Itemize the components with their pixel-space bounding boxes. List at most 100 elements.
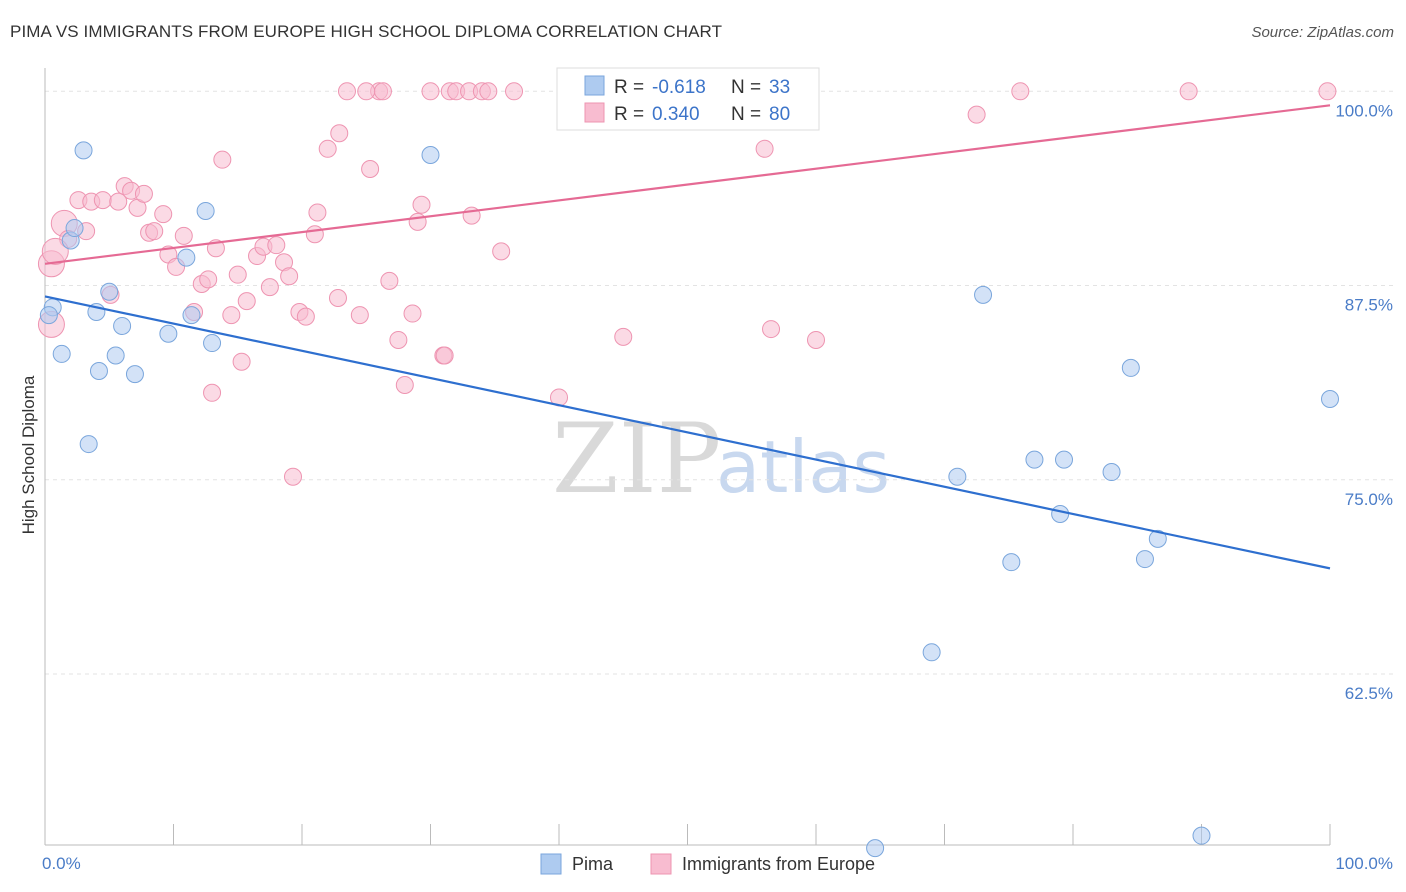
europe-point — [479, 82, 498, 101]
europe-point — [492, 242, 511, 261]
pima-trend-line — [44, 295, 1331, 570]
pima-point — [177, 248, 196, 267]
europe-point — [408, 212, 427, 231]
pima-point — [106, 346, 125, 365]
y-tick-label: 100.0% — [1335, 101, 1393, 120]
europe-point — [421, 82, 440, 101]
europe-point — [199, 270, 218, 289]
pima-point — [65, 219, 84, 238]
europe-point — [284, 467, 303, 486]
europe-point — [41, 237, 69, 265]
europe-point — [280, 267, 299, 286]
pima-point — [39, 306, 58, 325]
europe-point — [380, 271, 399, 290]
watermark-zip: ZIP — [552, 403, 721, 515]
legend-pima-r-value: -0.618 — [652, 77, 706, 98]
y-tick-labels: 62.5% 75.0% 87.5% 100.0% — [1335, 101, 1393, 703]
europe-point — [755, 139, 774, 158]
europe-point — [389, 330, 408, 349]
legend-europe-r-label: R = — [614, 104, 644, 125]
europe-point — [203, 383, 222, 402]
x-tick-label-min: 0.0% — [42, 854, 81, 873]
pima-point — [182, 306, 201, 325]
pima-point — [203, 334, 222, 353]
pima-point — [866, 839, 885, 858]
bottom-legend-europe-label: Immigrants from Europe — [682, 854, 875, 874]
source-label: Source: ZipAtlas.com — [1251, 24, 1394, 41]
europe-point — [305, 225, 324, 244]
europe-point — [145, 222, 164, 241]
pima-point — [89, 362, 108, 381]
europe-point — [237, 292, 256, 311]
europe-point — [228, 265, 247, 284]
europe-point — [350, 306, 369, 325]
europe-point — [296, 307, 315, 326]
pima-point — [1025, 450, 1044, 469]
pima-point — [421, 146, 440, 165]
pima-point — [125, 365, 144, 384]
europe-point — [93, 191, 112, 210]
legend-pima-r-label: R = — [614, 77, 644, 98]
pima-point — [1121, 358, 1140, 377]
europe-point — [328, 288, 347, 307]
pima-point — [159, 324, 178, 343]
europe-point — [308, 203, 327, 222]
pima-point — [948, 467, 967, 486]
pima-point — [1135, 550, 1154, 569]
legend-pima-n-label: N = — [731, 77, 761, 98]
europe-point — [267, 236, 286, 255]
europe-point — [232, 352, 251, 371]
legend-pima-swatch — [584, 75, 605, 96]
pima-point — [79, 435, 98, 454]
europe-point — [614, 327, 633, 346]
europe-point — [1179, 82, 1198, 101]
europe-point — [762, 320, 781, 339]
europe-point — [807, 330, 825, 349]
pima-point — [113, 316, 132, 335]
pima-point — [1192, 826, 1211, 845]
series-legend: Pima Immigrants from Europe — [540, 853, 875, 875]
bottom-legend-pima-swatch — [540, 853, 562, 875]
pima-point — [196, 201, 215, 220]
europe-point — [361, 160, 380, 179]
europe-point — [109, 192, 128, 211]
europe-point — [222, 306, 241, 325]
grid-lines — [45, 90, 1393, 675]
europe-point — [967, 105, 986, 124]
pima-point — [1051, 504, 1070, 523]
europe-point — [154, 205, 173, 224]
legend-pima-n-value: 33 — [769, 77, 790, 98]
europe-point — [357, 82, 376, 101]
pima-point — [1321, 390, 1339, 409]
legend-europe-n-label: N = — [731, 104, 761, 125]
pima-point — [1102, 463, 1121, 482]
pima-point — [1002, 553, 1021, 572]
europe-point — [260, 278, 279, 297]
europe-point — [505, 82, 524, 101]
pima-point — [74, 141, 93, 160]
series-pima-points — [39, 141, 1339, 858]
trend-lines — [44, 104, 1331, 570]
stats-legend: R = -0.618 N = 33 R = 0.340 N = 80 — [556, 67, 820, 131]
pima-point — [100, 282, 119, 301]
chart-title: PIMA VS IMMIGRANTS FROM EUROPE HIGH SCHO… — [10, 22, 723, 41]
europe-point — [373, 82, 392, 101]
x-ticks — [44, 824, 1331, 845]
europe-point — [134, 184, 153, 203]
bottom-legend-pima-label: Pima — [572, 854, 614, 874]
europe-point — [435, 346, 454, 365]
legend-europe-n-value: 80 — [769, 104, 790, 125]
watermark-atlas: atlas — [716, 425, 890, 509]
legend-europe-r-value: 0.340 — [652, 104, 700, 125]
x-tick-label-max: 100.0% — [1335, 854, 1393, 873]
y-axis-label: High School Diploma — [19, 375, 38, 534]
europe-point — [1011, 82, 1030, 101]
europe-point — [412, 195, 431, 214]
europe-point — [337, 82, 356, 101]
legend-europe-swatch — [584, 102, 605, 123]
pima-point — [52, 344, 71, 363]
y-tick-label: 75.0% — [1345, 490, 1393, 509]
europe-point — [174, 226, 193, 245]
europe-point — [318, 139, 337, 158]
